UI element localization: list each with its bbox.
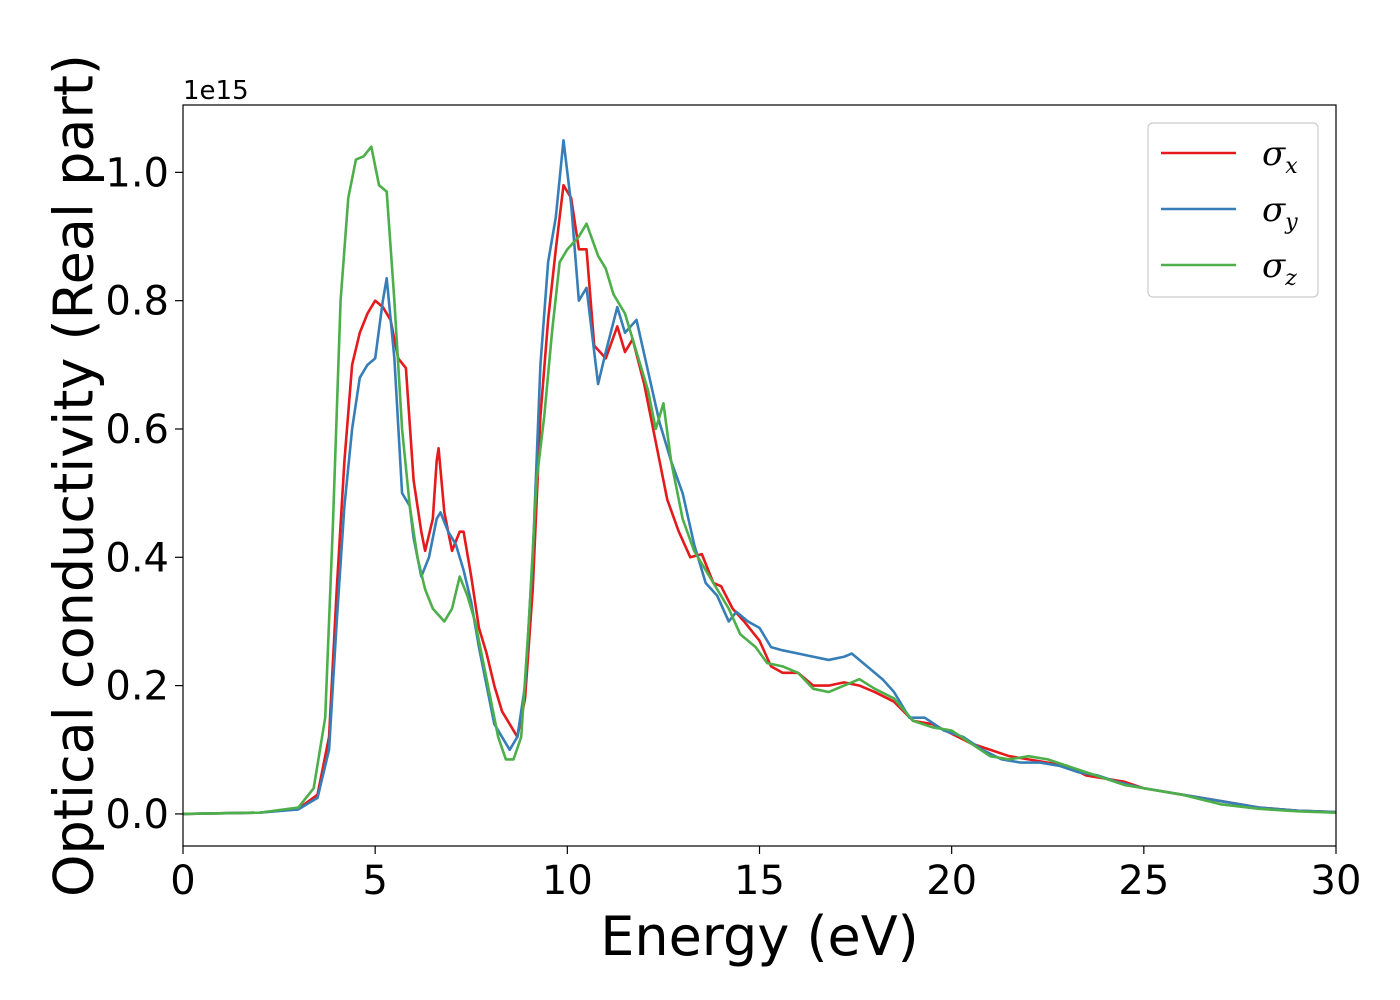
legend-label-x: σx <box>1262 134 1298 179</box>
x-tick-label: 30 <box>1311 858 1362 904</box>
x-tick-label: 15 <box>734 858 785 904</box>
x-tick-label: 20 <box>926 858 977 904</box>
x-tick-label: 5 <box>362 858 387 904</box>
legend-label-y: σy <box>1262 190 1298 235</box>
y-tick-label: 0.0 <box>105 792 169 838</box>
y-axis: 0.0 0.2 0.4 0.6 0.8 1.0 <box>105 150 183 838</box>
y-tick-label: 0.4 <box>105 535 169 581</box>
y-tick-label: 0.6 <box>105 407 169 453</box>
legend: σx σy σz <box>1147 122 1319 298</box>
series-line-z <box>183 145 1336 816</box>
legend-label-z: σz <box>1262 246 1297 291</box>
series-layer <box>183 138 1336 816</box>
x-tick-label: 0 <box>170 858 195 904</box>
x-tick-label: 10 <box>542 858 593 904</box>
x-axis-label: Energy (eV) <box>600 905 919 968</box>
x-axis: 0 5 10 15 20 25 30 <box>170 846 1361 904</box>
y-tick-label: 0.8 <box>105 279 169 325</box>
y-axis-label: Optical conductivity (Real part) <box>43 54 106 897</box>
x-tick-label: 25 <box>1118 858 1169 904</box>
y-tick-label: 0.2 <box>105 664 169 710</box>
y-offset-label: 1e15 <box>183 76 249 106</box>
y-tick-label: 1.0 <box>105 150 169 196</box>
